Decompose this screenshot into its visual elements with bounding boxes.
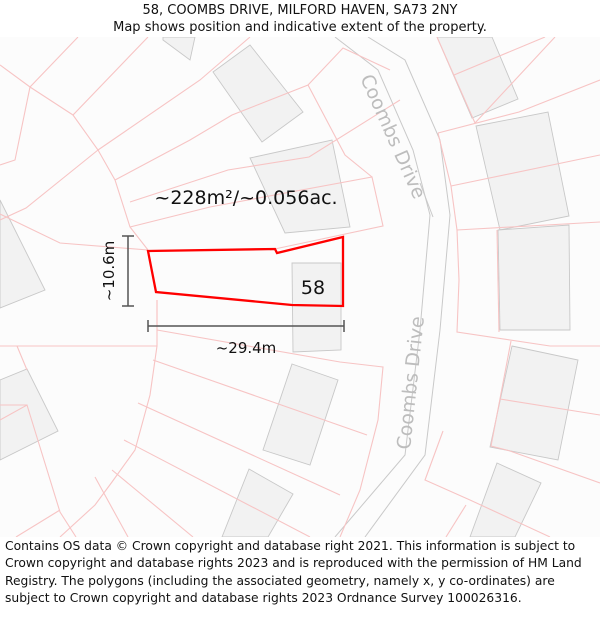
header: 58, COOMBS DRIVE, MILFORD HAVEN, SA73 2N… [0,0,600,37]
property-address-title: 58, COOMBS DRIVE, MILFORD HAVEN, SA73 2N… [142,3,458,18]
copyright-footer: Contains OS data © Crown copyright and d… [5,539,582,606]
area-label: ~228m²/~0.056ac. [154,187,337,209]
map-subtitle: Map shows position and indicative extent… [113,20,487,35]
road-edges [334,37,451,537]
road-label-coombs-drive-south: Coombs Drive [393,315,429,450]
house-number-label: 58 [301,277,325,299]
property-boundary[interactable] [146,235,345,308]
height-dimension [122,235,134,307]
width-dimension-label: ~29.4m [216,339,277,357]
plot-lines [0,37,600,537]
buildings [0,37,579,537]
width-dimension [147,320,345,332]
map-canvas[interactable]: Coombs Drive Coombs Drive ~228m²/~0.056a… [0,37,600,537]
height-dimension-label: ~10.6m [100,241,118,302]
